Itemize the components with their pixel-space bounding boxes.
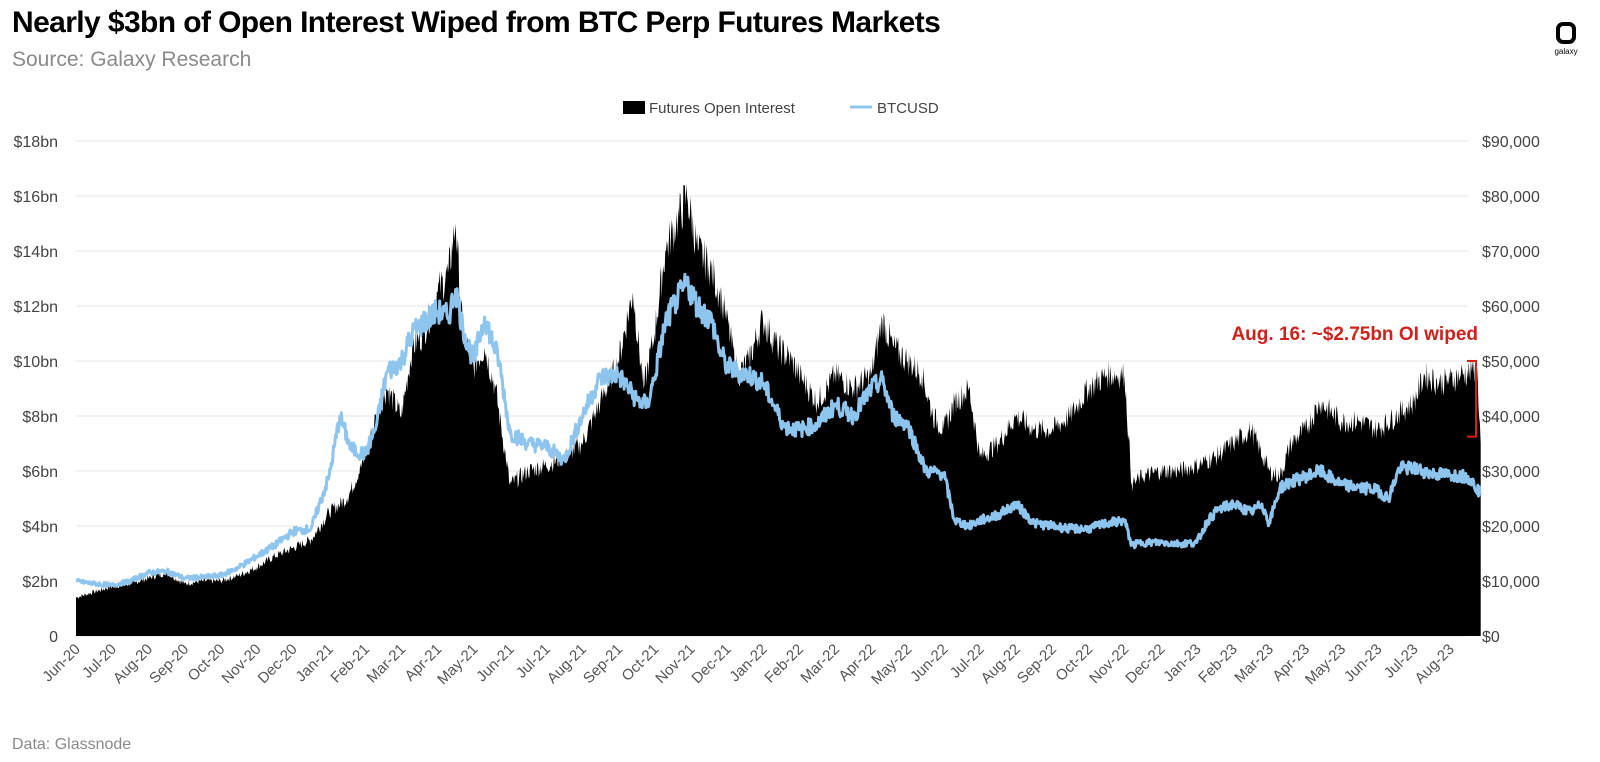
left-axis-ticks: 0 $2bn $4bn $6bn $8bn $10bn $12bn $14bn $16bn $18…: [14, 134, 59, 646]
legend-label-btcusd: BTCUSD: [877, 100, 939, 117]
x-axis-tick-label: Nov-21: [652, 641, 698, 687]
legend-swatch-open-interest: [623, 101, 645, 114]
x-axis-tick-label: Aug-20: [110, 641, 156, 687]
left-axis-tick-label: $12bn: [14, 299, 59, 316]
data-source-note: Data: Glassnode: [12, 736, 132, 753]
x-axis-tick-label: Sep-22: [1014, 641, 1060, 687]
left-axis-tick-label: $2bn: [22, 574, 58, 591]
galaxy-logo: galaxy: [1548, 22, 1584, 56]
x-axis-tick-label: Dec-21: [688, 641, 734, 687]
chart-legend: Futures Open Interest BTCUSD: [623, 100, 939, 117]
x-axis-tick-label: Aug-22: [978, 641, 1024, 687]
right-axis-tick-label: $70,000: [1482, 244, 1540, 261]
x-axis-tick-label: Mar-22: [797, 641, 843, 687]
right-axis-tick-label: $50,000: [1482, 354, 1540, 371]
right-axis-tick-label: $80,000: [1482, 189, 1540, 206]
annotation-bracket: [1467, 360, 1477, 438]
left-axis-tick-label: $18bn: [14, 134, 59, 151]
x-axis-tick-label: Aug-23: [1412, 641, 1458, 687]
right-axis-tick-label: $20,000: [1482, 519, 1540, 536]
right-axis-tick-label: $40,000: [1482, 409, 1540, 426]
x-axis-tick-label: Jun-20: [39, 641, 83, 685]
galaxy-logo-icon: [1556, 22, 1576, 44]
x-axis-ticks: Jun-20Jul-20Aug-20Sep-20Oct-20Nov-20Dec-…: [39, 641, 1457, 688]
right-axis-tick-label: $10,000: [1482, 574, 1540, 591]
chart-source: Source: Galaxy Research: [12, 48, 252, 71]
x-axis-tick-label: Nov-22: [1086, 641, 1132, 687]
left-axis-tick-label: $8bn: [22, 409, 58, 426]
left-axis-tick-label: $4bn: [22, 519, 58, 536]
x-axis-tick-label: Dec-22: [1122, 641, 1168, 687]
x-axis-tick-label: Nov-20: [218, 641, 264, 687]
annotation-text: Aug. 16: ~$2.75bn OI wiped: [1231, 324, 1478, 345]
x-axis-tick-label: Sep-20: [146, 641, 192, 687]
x-axis-tick-label: Feb-23: [1195, 641, 1241, 687]
btcusd-line: [75, 272, 1482, 589]
left-axis-tick-label: 0: [49, 629, 58, 646]
x-axis-tick-label: May-23: [1302, 641, 1349, 688]
x-axis-tick-label: Mar-21: [364, 641, 410, 687]
galaxy-logo-text: galaxy: [1554, 47, 1578, 56]
x-axis-tick-label: Aug-21: [544, 641, 590, 687]
x-axis-tick-label: Jun-23: [1341, 641, 1385, 685]
right-axis-tick-label: $60,000: [1482, 299, 1540, 316]
x-axis-tick-label: Dec-20: [255, 641, 301, 687]
legend-label-open-interest: Futures Open Interest: [649, 100, 796, 117]
left-axis-tick-label: $10bn: [14, 354, 59, 371]
series-layer: [75, 183, 1482, 636]
left-axis-tick-label: $6bn: [22, 464, 58, 481]
x-axis-tick-label: Feb-22: [761, 641, 807, 687]
chart-title: Nearly $3bn of Open Interest Wiped from …: [12, 6, 941, 39]
left-axis-tick-label: $16bn: [14, 189, 59, 206]
x-axis-tick-label: Jun-21: [473, 641, 517, 685]
x-axis-tick-label: Sep-21: [580, 641, 626, 687]
left-axis-tick-label: $14bn: [14, 244, 59, 261]
right-axis-tick-label: $30,000: [1482, 464, 1540, 481]
x-axis-tick-label: Mar-23: [1231, 641, 1277, 687]
x-axis-tick-label: May-21: [434, 641, 481, 688]
right-axis-tick-label: $0: [1482, 629, 1500, 646]
oi-wiped-annotation: Aug. 16: ~$2.75bn OI wiped: [1231, 324, 1478, 438]
right-axis-ticks: $0 $10,000 $20,000 $30,000 $40,000 $50,000 $60…: [1482, 134, 1540, 646]
x-axis-tick-label: May-22: [868, 641, 915, 688]
right-axis-tick-label: $90,000: [1482, 134, 1540, 151]
x-axis-tick-label: Feb-21: [327, 641, 373, 687]
x-axis-tick-label: Jun-22: [907, 641, 951, 685]
